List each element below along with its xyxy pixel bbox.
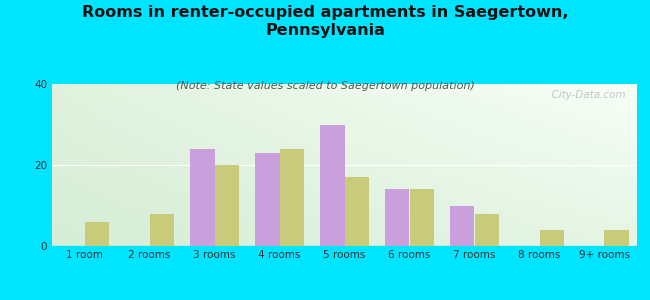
Bar <box>450 206 474 246</box>
Bar <box>320 124 345 246</box>
Bar <box>385 189 410 246</box>
Text: (Note: State values scaled to Saegertown population): (Note: State values scaled to Saegertown… <box>176 81 474 91</box>
Bar <box>604 230 629 246</box>
Bar <box>540 230 564 246</box>
Bar <box>344 177 369 246</box>
Bar <box>255 153 280 246</box>
Text: City-Data.com: City-Data.com <box>545 91 625 100</box>
Bar <box>190 149 214 246</box>
Text: Rooms in renter-occupied apartments in Saegertown,
Pennsylvania: Rooms in renter-occupied apartments in S… <box>82 4 568 38</box>
Bar <box>150 214 174 246</box>
Bar <box>410 189 434 246</box>
Bar <box>474 214 499 246</box>
Bar <box>84 222 109 246</box>
Bar <box>214 165 239 246</box>
Bar <box>280 149 304 246</box>
